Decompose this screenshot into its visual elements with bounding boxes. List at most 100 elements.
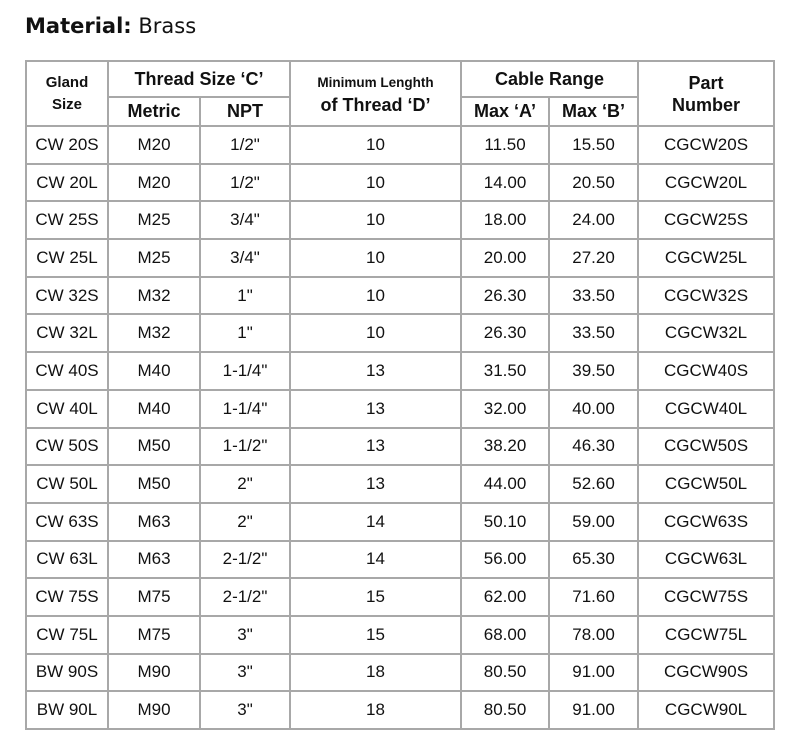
table-cell: M25 xyxy=(107,200,201,241)
table-cell: 10 xyxy=(289,313,463,354)
table-cell: 26.30 xyxy=(460,313,551,354)
table-cell: CGCW40L xyxy=(637,388,776,429)
table-cell: CGCW40S xyxy=(637,351,776,391)
table-cell: CGCW25S xyxy=(637,200,776,241)
table-cell: 18 xyxy=(289,652,463,693)
table-body: CW 20S M20 1/2" 10 11.50 15.50 CGCW20S CW 20L M2… xyxy=(25,125,776,730)
table-cell: CW 40L xyxy=(25,388,109,429)
table-cell: 1/2" xyxy=(198,125,292,165)
table-cell: 10 xyxy=(289,200,463,241)
header-text: Gland xyxy=(45,73,89,91)
table-cell: CGCW75S xyxy=(637,577,776,617)
table-cell: 15 xyxy=(289,614,463,655)
table-row: CW 50L M50 2" 13 44.00 52.60 CGCW50L xyxy=(25,464,776,504)
header-cell: Minimum Lenghth of Thread ‘D’ xyxy=(289,60,463,127)
header-cell: Thread Size ‘C’ xyxy=(106,60,292,98)
table-cell: 80.50 xyxy=(460,652,551,693)
table-cell: CW 20L xyxy=(25,162,109,203)
table-cell: CGCW90L xyxy=(637,690,776,730)
table-cell: 3" xyxy=(198,690,292,730)
table-cell: 50.10 xyxy=(460,501,551,542)
table-cell: 40.00 xyxy=(548,388,640,429)
header-cell: Max ‘B’ xyxy=(548,96,640,127)
table-cell: CW 50L xyxy=(25,464,109,504)
table-cell: 10 xyxy=(289,238,463,278)
table-cell: 1" xyxy=(198,275,292,316)
table-cell: 68.00 xyxy=(460,614,551,655)
material-title: Material: Brass xyxy=(25,14,196,38)
table-cell: CGCW20L xyxy=(637,162,776,203)
table-cell: 18.00 xyxy=(460,200,551,241)
table-cell: 56.00 xyxy=(460,539,551,580)
table-row: CW 40L M40 1-1/4" 13 32.00 40.00 CGCW40L xyxy=(25,388,776,429)
table-row: CW 20S M20 1/2" 10 11.50 15.50 CGCW20S xyxy=(25,125,776,165)
table-cell: M32 xyxy=(107,313,201,354)
table-cell: 2" xyxy=(198,464,292,504)
table-cell: 14.00 xyxy=(460,162,551,203)
title-label: Material: xyxy=(25,14,132,38)
table-cell: 52.60 xyxy=(548,464,640,504)
table-cell: 59.00 xyxy=(548,501,640,542)
header-cell: Part Number xyxy=(637,60,776,127)
table-cell: 44.00 xyxy=(460,464,551,504)
table-row: BW 90S M90 3" 18 80.50 91.00 CGCW90S xyxy=(25,652,776,693)
table-cell: 3/4" xyxy=(198,200,292,241)
table-row: CW 63S M63 2" 14 50.10 59.00 CGCW63S xyxy=(25,501,776,542)
header-text: Minimum Lenghth xyxy=(317,74,434,90)
table-cell: 13 xyxy=(289,351,463,391)
table-cell: CGCW25L xyxy=(637,238,776,278)
table-cell: 15 xyxy=(289,577,463,617)
table-cell: BW 90S xyxy=(25,652,109,693)
table-cell: 91.00 xyxy=(548,652,640,693)
table-row: CW 75S M75 2-1/2" 15 62.00 71.60 CGCW75S xyxy=(25,577,776,617)
table-cell: CGCW90S xyxy=(637,652,776,693)
table-cell: CGCW50S xyxy=(637,426,776,467)
table-row: CW 40S M40 1-1/4" 13 31.50 39.50 CGCW40S xyxy=(25,351,776,391)
table-cell: 24.00 xyxy=(548,200,640,241)
table-cell: 20.50 xyxy=(548,162,640,203)
table-cell: M90 xyxy=(107,690,201,730)
table-cell: M32 xyxy=(107,275,201,316)
table-cell: 13 xyxy=(289,464,463,504)
table-cell: CW 20S xyxy=(25,125,109,165)
table-cell: M50 xyxy=(107,426,201,467)
table-row: CW 50S M50 1-1/2" 13 38.20 46.30 CGCW50S xyxy=(25,426,776,467)
table-cell: CGCW32L xyxy=(637,313,776,354)
table-cell: M75 xyxy=(107,577,201,617)
table-cell: M25 xyxy=(107,238,201,278)
table-cell: 39.50 xyxy=(548,351,640,391)
table-cell: CGCW50L xyxy=(637,464,776,504)
table-cell: 27.20 xyxy=(548,238,640,278)
table-cell: M40 xyxy=(107,388,201,429)
table-cell: CGCW75L xyxy=(637,614,776,655)
table-cell: 31.50 xyxy=(460,351,551,391)
table-cell: BW 90L xyxy=(25,690,109,730)
table-cell: CGCW63L xyxy=(637,539,776,580)
table-cell: CW 75L xyxy=(25,614,109,655)
table-cell: 80.50 xyxy=(460,690,551,730)
table-cell: CW 32S xyxy=(25,275,109,316)
table-cell: 33.50 xyxy=(548,275,640,316)
table-cell: 1-1/4" xyxy=(198,351,292,391)
table-cell: CW 75S xyxy=(25,577,109,617)
table-cell: M20 xyxy=(107,162,201,203)
table-row: CW 25S M25 3/4" 10 18.00 24.00 CGCW25S xyxy=(25,200,776,241)
table-cell: 46.30 xyxy=(548,426,640,467)
header-text: of Thread ‘D’ xyxy=(320,94,431,115)
table-cell: 13 xyxy=(289,388,463,429)
table-cell: 2-1/2" xyxy=(198,577,292,617)
table-cell: CW 32L xyxy=(25,313,109,354)
table-cell: CW 40S xyxy=(25,351,109,391)
table-cell: CW 63S xyxy=(25,501,109,542)
header-cell: Metric xyxy=(107,96,201,127)
table-cell: M75 xyxy=(107,614,201,655)
header-cell: Cable Range xyxy=(460,60,640,98)
table-cell: 14 xyxy=(289,539,463,580)
table-cell: 1/2" xyxy=(198,162,292,203)
table-cell: M40 xyxy=(107,351,201,391)
table-cell: M63 xyxy=(107,539,201,580)
table-cell: 91.00 xyxy=(548,690,640,730)
table-cell: 14 xyxy=(289,501,463,542)
table-cell: 33.50 xyxy=(548,313,640,354)
table-cell: 13 xyxy=(289,426,463,467)
